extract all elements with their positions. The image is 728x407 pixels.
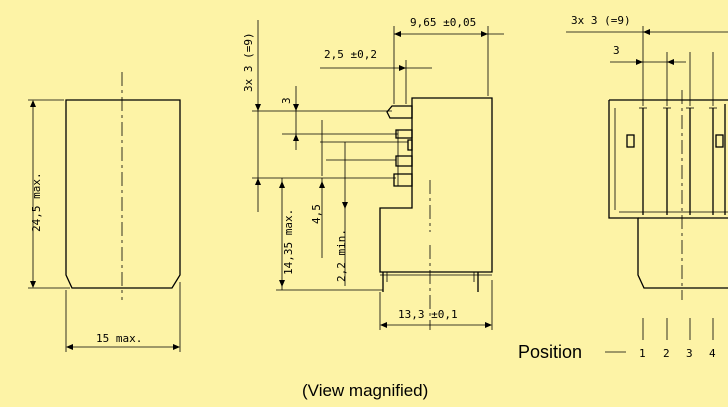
end-view-pins bbox=[639, 104, 726, 215]
side-height-label: 24,5 max. bbox=[30, 172, 43, 232]
end-pitch-total-label: 3x 3 (=9) bbox=[571, 14, 631, 27]
position-3: 3 bbox=[686, 347, 693, 360]
front-body-height-label: 14,35 max. bbox=[282, 209, 295, 275]
position-1: 1 bbox=[639, 347, 646, 360]
front-overall-label: 9,65 ±0,05 bbox=[410, 16, 476, 29]
front-pitch-label: 3 bbox=[280, 97, 293, 104]
side-view: 24,5 max. 15 max. bbox=[28, 72, 181, 352]
position-label: Position bbox=[518, 342, 582, 362]
caption: (View magnified) bbox=[302, 381, 428, 400]
front-min-label: 2,2 min. bbox=[335, 229, 348, 282]
front-view: 9,65 ±0,05 2,5 ±0,2 3x 3 (=9) 3 14,35 ma… bbox=[242, 16, 504, 330]
front-base-width-label: 13,3 ±0,1 bbox=[398, 308, 458, 321]
front-pitch-total-label: 3x 3 (=9) bbox=[242, 32, 255, 92]
position-4: 4 bbox=[709, 347, 716, 360]
front-pin-length-label: 4,5 bbox=[310, 204, 323, 224]
end-pitch-label: 3 bbox=[613, 44, 620, 57]
end-view: 3x 3 (=9) 3 Position 1 2 3 4 bbox=[518, 14, 728, 362]
front-pin-offset-label: 2,5 ±0,2 bbox=[324, 48, 377, 61]
latch-right-icon bbox=[715, 134, 724, 148]
latch-left-icon bbox=[626, 134, 635, 148]
position-2: 2 bbox=[663, 347, 670, 360]
side-width-label: 15 max. bbox=[96, 332, 142, 345]
